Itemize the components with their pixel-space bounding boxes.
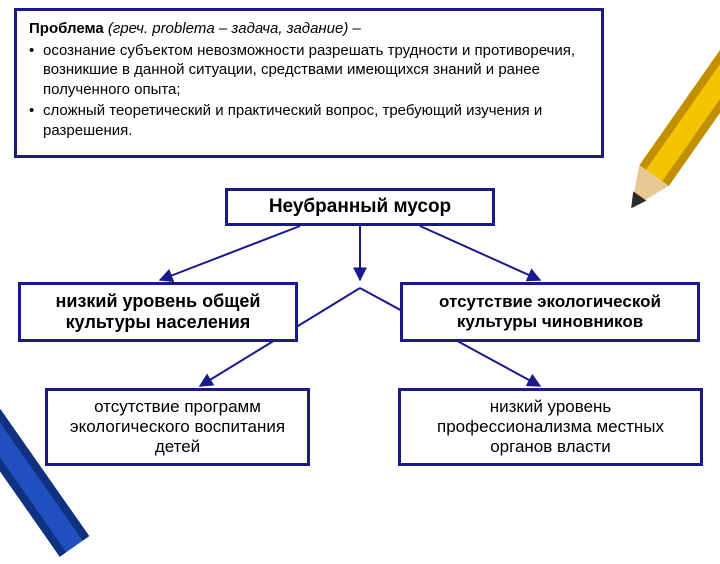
definition-box: Проблема (греч. problema – задача, задан… <box>14 8 604 158</box>
definition-term: Проблема <box>29 20 104 37</box>
definition-list: осознание субъектом невозможности разреш… <box>29 41 589 141</box>
definition-bullet: осознание субъектом невозможности разреш… <box>29 41 589 100</box>
diagram-node-1: отсутствие экологической культуры чиновн… <box>400 282 700 342</box>
diagram-node-0: низкий уровень общей культуры населения <box>18 282 298 342</box>
diagram-node-2: отсутствие программ экологического воспи… <box>45 388 310 466</box>
pencil-yellow-icon <box>601 0 720 234</box>
diagram-root: Неубранный мусор <box>225 188 495 226</box>
definition-bullet: сложный теоретический и практический воп… <box>29 101 589 140</box>
definition-etymology: (греч. problema – задача, задание) – <box>108 20 361 37</box>
diagram-node-3: низкий уровень профессионализма местных … <box>398 388 703 466</box>
